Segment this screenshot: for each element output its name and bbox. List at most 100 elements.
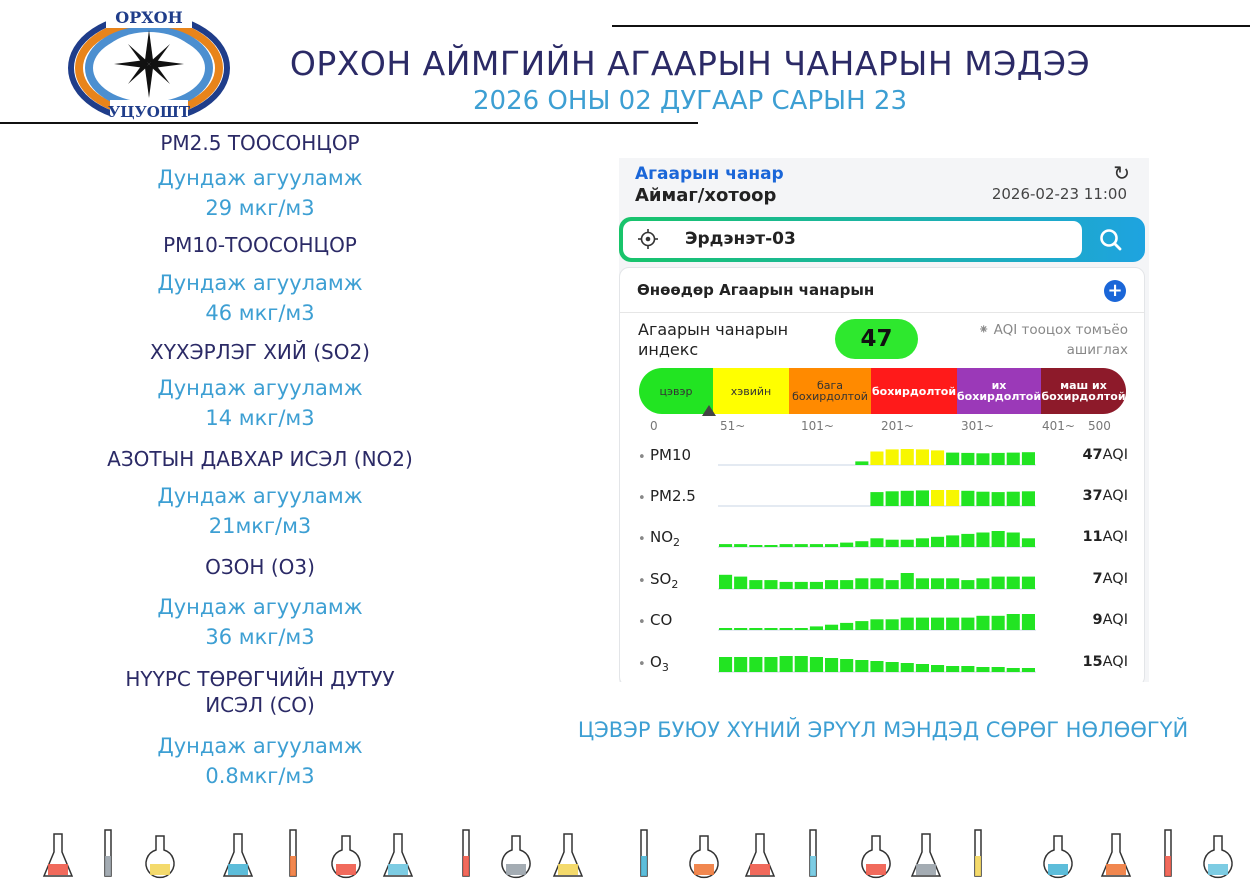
row-bar <box>1006 668 1020 672</box>
row-bar <box>900 449 914 465</box>
row-bar <box>900 573 914 589</box>
row-bar <box>961 533 975 547</box>
row-bar <box>719 628 733 630</box>
pollutant-avg-value: 29 мкг/м3 <box>205 196 315 220</box>
row-bar-chart <box>718 573 1036 590</box>
pollutant-list: PM2.5 ТООСОНЦОР Дундаж агууламж 29 мкг/м… <box>0 0 520 884</box>
logo-bottom-text: УЦУОШТ <box>108 103 191 121</box>
row-bar-chart <box>718 449 1036 466</box>
aqi-row-pm25[interactable]: • PM2.5 37AQI <box>620 479 1146 520</box>
row-pollutant-name: NO2 <box>650 528 681 549</box>
scale-tick: 201~ <box>881 419 914 433</box>
aqi-row-so[interactable]: • SO2 7AQI <box>620 562 1146 603</box>
scale-tick: 500 <box>1088 419 1111 433</box>
row-bar-chart <box>718 531 1036 548</box>
row-pollutant-name: O3 <box>650 653 669 674</box>
row-bar <box>931 578 945 589</box>
search-icon[interactable] <box>1094 223 1128 257</box>
scale-tick: 101~ <box>801 419 834 433</box>
row-bar-chart <box>718 656 1036 673</box>
aqi-row-o[interactable]: • O3 15AQI <box>620 645 1146 682</box>
row-bar <box>870 492 884 506</box>
row-bar <box>840 580 854 589</box>
row-bar <box>764 580 778 589</box>
bullet-icon: • <box>638 532 646 547</box>
bullet-icon: • <box>638 657 646 672</box>
bullet-icon: • <box>638 615 646 630</box>
app-title: Агаарын чанар <box>635 164 784 184</box>
row-aqi-number: 37 <box>1082 488 1103 504</box>
row-bar <box>809 581 823 589</box>
row-bar <box>991 452 1005 465</box>
row-bar <box>976 532 990 547</box>
row-bar <box>855 541 869 547</box>
row-bar <box>900 663 914 672</box>
flask-icon <box>145 835 175 879</box>
flask-icon <box>382 833 414 877</box>
row-aqi-value: 9AQI <box>1093 612 1128 628</box>
row-bar <box>885 491 899 506</box>
flask-icon <box>552 833 584 877</box>
row-aqi-value: 15AQI <box>1082 654 1128 670</box>
row-bar <box>870 619 884 630</box>
flask-icon <box>689 835 719 879</box>
pollutant-avg-value: 14 мкг/м3 <box>205 406 315 430</box>
scale-segment: хэвийн <box>713 368 789 414</box>
row-bar <box>915 449 929 465</box>
row-bar <box>855 578 869 589</box>
row-bar <box>779 544 793 547</box>
row-bar <box>779 656 793 672</box>
row-bar <box>764 628 778 630</box>
crosshair-icon[interactable] <box>637 228 659 250</box>
row-aqi-number: 15 <box>1082 654 1103 670</box>
row-bar <box>794 581 808 589</box>
row-bar <box>719 544 733 547</box>
flask-icon <box>222 833 254 877</box>
row-pollutant-subscript: 2 <box>671 578 679 591</box>
row-bar <box>779 581 793 589</box>
row-bar <box>946 617 960 630</box>
row-bar <box>1021 668 1035 672</box>
row-pollutant-name: PM10 <box>650 446 692 464</box>
row-aqi-unit: AQI <box>1102 529 1128 545</box>
row-bar <box>931 665 945 672</box>
scale-tick: 301~ <box>961 419 994 433</box>
search-input[interactable]: Эрдэнэт-03 <box>623 221 1082 258</box>
row-bar <box>946 666 960 672</box>
row-bar <box>809 544 823 547</box>
aqi-row-no[interactable]: • NO2 11AQI <box>620 520 1146 561</box>
row-bar <box>900 490 914 506</box>
page-title: ОРХОН АЙМГИЙН АГААРЫН ЧАНАРЫН МЭДЭЭ <box>289 44 1091 83</box>
row-bar <box>915 538 929 547</box>
card-title: Өнөөдөр Агаарын чанарын <box>637 281 875 299</box>
row-bar <box>855 621 869 630</box>
expand-plus-icon[interactable]: + <box>1104 280 1126 302</box>
row-bar <box>885 662 899 672</box>
row-aqi-unit: AQI <box>1102 654 1128 670</box>
flask-icon <box>331 835 361 879</box>
row-bar <box>809 626 823 630</box>
row-bar <box>900 617 914 630</box>
row-bar <box>764 657 778 672</box>
header-bottom-rule <box>0 122 698 124</box>
row-bar <box>931 450 945 465</box>
aqi-formula-note[interactable]: ⁕ AQI тооцох томъёо ашиглах <box>977 322 1128 358</box>
row-bar <box>931 536 945 547</box>
row-bar <box>976 667 990 672</box>
aqi-row-co[interactable]: • CO 9AQI <box>620 603 1146 644</box>
row-bar <box>719 657 733 672</box>
row-bar <box>976 578 990 589</box>
row-bar <box>734 576 748 589</box>
flask-icon <box>1100 833 1132 877</box>
aqi-row-pm10[interactable]: • PM10 47AQI <box>620 438 1146 479</box>
refresh-icon[interactable]: ↻ <box>1113 161 1130 185</box>
row-bar <box>915 617 929 630</box>
row-bar <box>825 580 839 589</box>
flask-icon <box>861 835 891 879</box>
row-bar-chart <box>718 490 1036 507</box>
row-aqi-number: 7 <box>1092 571 1103 587</box>
pollutant-aqi-rows: • PM10 47AQI • PM2.5 37AQI • NO2 11AQI • SO2 7AQI • C… <box>620 438 1146 682</box>
row-bar <box>734 657 748 672</box>
flask-icon <box>462 829 470 877</box>
flask-icon <box>640 829 648 877</box>
